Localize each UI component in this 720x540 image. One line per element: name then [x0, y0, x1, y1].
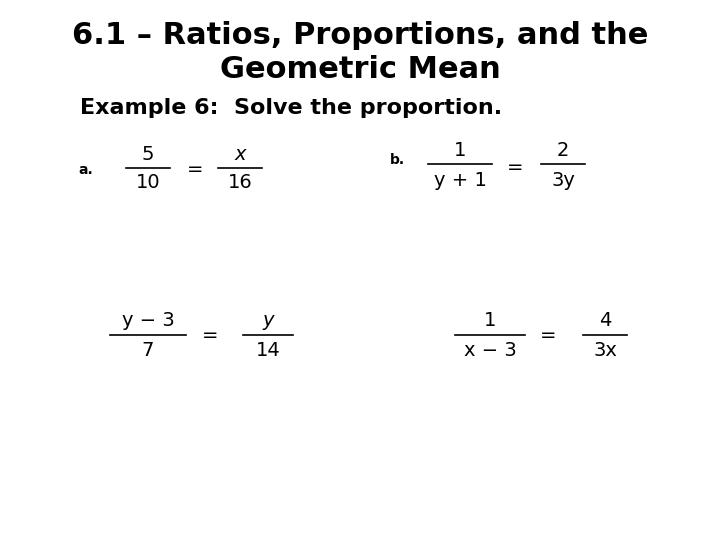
Text: b.: b.	[390, 153, 405, 167]
Text: x − 3: x − 3	[464, 341, 516, 360]
Text: x: x	[234, 145, 246, 165]
Text: =: =	[540, 326, 557, 345]
Text: 16: 16	[228, 172, 253, 192]
Text: y − 3: y − 3	[122, 310, 174, 329]
Text: 2: 2	[557, 140, 570, 159]
Text: 4: 4	[599, 310, 611, 329]
Text: 10: 10	[135, 172, 161, 192]
Text: 3y: 3y	[551, 171, 575, 190]
Text: y: y	[262, 310, 274, 329]
Text: =: =	[507, 158, 523, 177]
Text: =: =	[186, 160, 203, 179]
Text: =: =	[202, 326, 218, 345]
Text: 1: 1	[484, 310, 496, 329]
Text: 3x: 3x	[593, 341, 617, 360]
Text: 5: 5	[142, 145, 154, 165]
Text: y + 1: y + 1	[433, 171, 487, 190]
Text: Geometric Mean: Geometric Mean	[220, 56, 500, 84]
Text: Example 6:  Solve the proportion.: Example 6: Solve the proportion.	[80, 98, 502, 118]
Text: a.: a.	[78, 163, 93, 177]
Text: 6.1 – Ratios, Proportions, and the: 6.1 – Ratios, Proportions, and the	[72, 21, 648, 50]
Text: 1: 1	[454, 140, 466, 159]
Text: 7: 7	[142, 341, 154, 360]
Text: 14: 14	[256, 341, 280, 360]
